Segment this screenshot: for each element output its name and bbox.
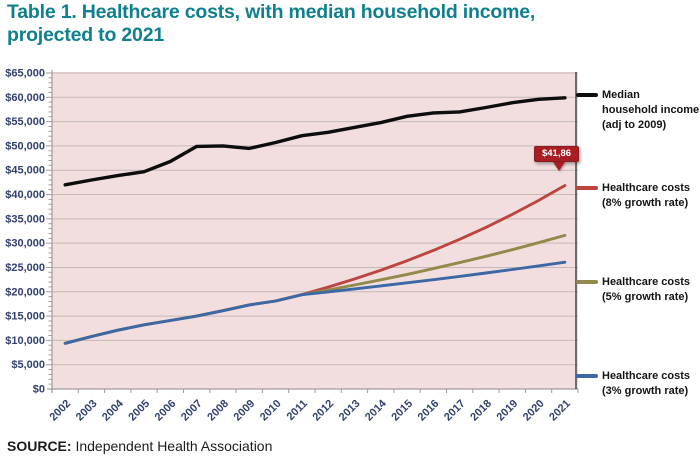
x-axis-label: 2020 xyxy=(521,398,547,424)
chart-title-line1: Table 1. Healthcare costs, with median h… xyxy=(7,1,536,23)
chart-title-line2: projected to 2021 xyxy=(7,24,164,46)
y-axis-label: $15,000 xyxy=(5,311,45,323)
x-axis-label: 2017 xyxy=(442,398,468,424)
callout-value: $41,86 xyxy=(541,148,572,159)
source-text: Independent Health Association xyxy=(75,438,273,454)
y-axis-label: $40,000 xyxy=(5,189,45,201)
source-line: SOURCE: Independent Health Association xyxy=(7,438,272,454)
y-axis-label: $45,000 xyxy=(5,165,45,177)
y-axis-label: $50,000 xyxy=(5,140,45,152)
x-axis-label: 2011 xyxy=(285,398,310,423)
callout-arrow-icon xyxy=(553,162,565,171)
gridlines xyxy=(52,72,578,366)
y-axis-label: $25,000 xyxy=(5,262,45,274)
callout-data-label: $41,86 xyxy=(534,146,579,171)
y-axis-labels: $0 $5,000 $10,000 $15,000 $20,000 $25,000 $30,… xyxy=(5,68,45,396)
x-axis-label: 2007 xyxy=(179,398,205,424)
y-axis-label: $35,000 xyxy=(5,213,45,225)
x-axis-labels: 2002 2003 2004 2005 2006 2007 2008 2009 2010 2011… xyxy=(47,397,572,423)
x-axis-ticks xyxy=(51,389,579,393)
y-axis-ticks xyxy=(46,72,52,385)
x-axis-label: 2004 xyxy=(100,397,126,423)
x-axis-label: 2012 xyxy=(310,398,336,424)
y-axis-label: $55,000 xyxy=(5,116,45,128)
y-axis-label: $5,000 xyxy=(11,359,45,371)
x-axis-label: 2003 xyxy=(74,398,100,424)
x-axis-label: 2009 xyxy=(232,398,258,424)
x-axis-label: 2010 xyxy=(258,398,284,424)
y-axis-label: $30,000 xyxy=(5,238,45,250)
x-axis-label: 2021 xyxy=(547,398,573,424)
x-axis-label: 2002 xyxy=(47,398,73,424)
x-axis-label: 2015 xyxy=(389,398,415,424)
x-axis-label: 2008 xyxy=(205,398,231,424)
x-axis-label: 2016 xyxy=(416,398,442,424)
y-axis-label: $60,000 xyxy=(5,92,45,104)
x-axis-label: 2013 xyxy=(337,398,363,424)
plot-area xyxy=(52,72,578,389)
x-axis-label: 2006 xyxy=(153,398,179,424)
x-axis-label: 2019 xyxy=(495,398,521,424)
y-axis-label: $65,000 xyxy=(5,68,45,80)
x-axis-label: 2018 xyxy=(468,398,494,424)
source-label: SOURCE: xyxy=(7,438,72,454)
y-axis-label: $10,000 xyxy=(5,335,45,347)
chart-title: Table 1. Healthcare costs, with median h… xyxy=(7,1,535,47)
y-axis-label: $0 xyxy=(33,384,45,396)
x-axis-label: 2014 xyxy=(363,397,389,423)
series-line-healthcare-3pct xyxy=(63,260,567,345)
y-axis-label: $20,000 xyxy=(5,286,45,298)
series-line-median-income xyxy=(63,96,567,187)
x-axis-label: 2005 xyxy=(126,398,152,424)
